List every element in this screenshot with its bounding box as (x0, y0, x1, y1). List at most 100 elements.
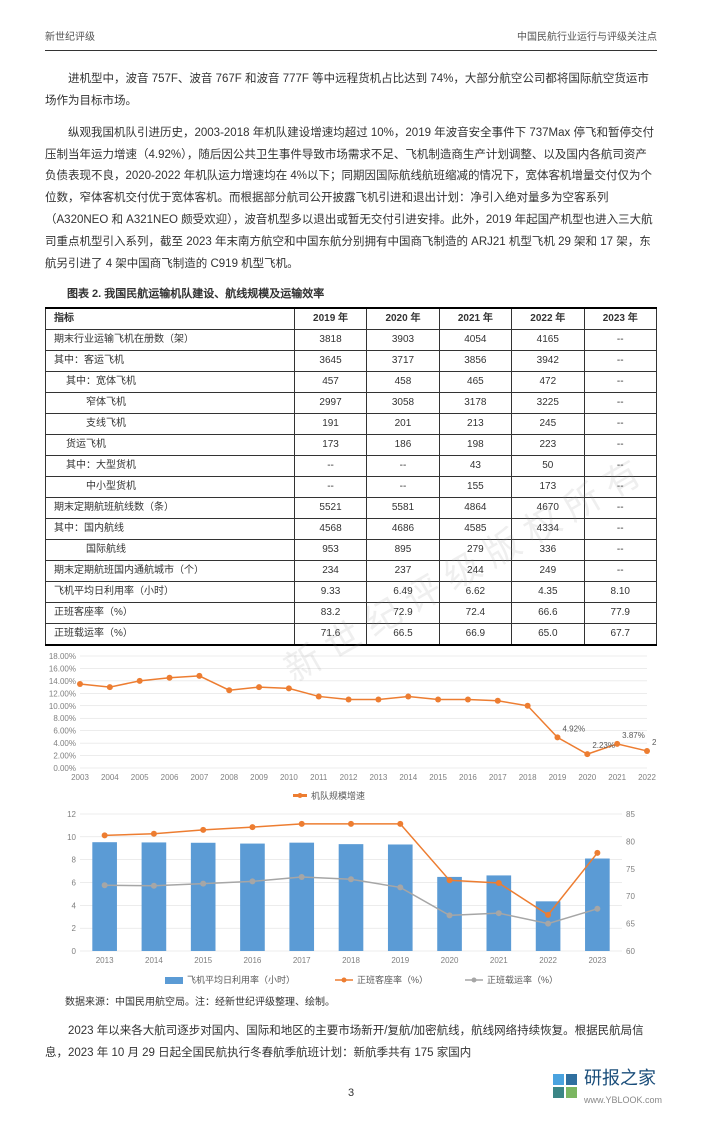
cell: 4585 (439, 519, 511, 540)
svg-text:2020: 2020 (441, 956, 459, 965)
data-source: 数据来源：中国民用航空局。注：经新世纪评级整理、绘制。 (45, 995, 657, 1011)
svg-text:2006: 2006 (161, 773, 179, 782)
cell: 66.5 (367, 624, 439, 646)
cell: 67.7 (584, 624, 656, 646)
svg-text:16.00%: 16.00% (49, 665, 76, 674)
cell: -- (294, 456, 366, 477)
cell: -- (584, 456, 656, 477)
paragraph-1: 进机型中，波音 757F、波音 767F 和波音 777F 等中远程货机占比达到… (45, 69, 657, 113)
cell: 173 (512, 477, 584, 498)
svg-text:2019: 2019 (391, 956, 409, 965)
row-label: 正班客座率（%） (46, 603, 295, 624)
cell: 5521 (294, 498, 366, 519)
cell: 472 (512, 372, 584, 393)
cell: -- (584, 540, 656, 561)
cell: 2997 (294, 393, 366, 414)
cell: 336 (512, 540, 584, 561)
cell: 3058 (367, 393, 439, 414)
col-header: 指标 (46, 308, 295, 330)
cell: 3818 (294, 330, 366, 351)
page-header: 新世纪评级 中国民航行业运行与评级关注点 (45, 30, 657, 51)
cell: 249 (512, 561, 584, 582)
cell: -- (584, 498, 656, 519)
svg-text:2015: 2015 (429, 773, 447, 782)
table-caption: 图表 2. 我国民航运输机队建设、航线规模及运输效率 (45, 286, 657, 304)
svg-text:2017: 2017 (489, 773, 507, 782)
svg-text:2021: 2021 (608, 773, 626, 782)
row-label: 正班载运率（%） (46, 624, 295, 646)
row-label: 其中：宽体飞机 (46, 372, 295, 393)
col-header: 2021 年 (439, 308, 511, 330)
svg-text:10: 10 (67, 833, 76, 842)
svg-text:2012: 2012 (340, 773, 358, 782)
cell: 3225 (512, 393, 584, 414)
svg-text:2015: 2015 (194, 956, 212, 965)
row-label: 飞机平均日利用率（小时） (46, 582, 295, 603)
cell: 155 (439, 477, 511, 498)
header-right: 中国民航行业运行与评级关注点 (517, 30, 657, 46)
svg-text:4: 4 (72, 902, 77, 911)
svg-text:0: 0 (72, 947, 77, 956)
brand-logo-icon (552, 1073, 578, 1099)
svg-text:75: 75 (626, 865, 635, 874)
chart-utilization: 0246810126065707580852013201420152016201… (45, 806, 657, 991)
svg-text:2008: 2008 (220, 773, 238, 782)
svg-text:2022: 2022 (539, 956, 557, 965)
row-label: 期末行业运输飞机在册数（架） (46, 330, 295, 351)
paragraph-3: 2023 年以来各大航司逐步对国内、国际和地区的主要市场新开/复航/加密航线，航… (45, 1021, 657, 1065)
svg-text:2009: 2009 (250, 773, 268, 782)
cell: -- (584, 393, 656, 414)
cell: 4686 (367, 519, 439, 540)
cell: 3645 (294, 351, 366, 372)
brand-name: 研报之家 (584, 1068, 656, 1088)
svg-text:4.92%: 4.92% (562, 725, 585, 734)
svg-text:14.00%: 14.00% (49, 677, 76, 686)
cell: 4054 (439, 330, 511, 351)
cell: 50 (512, 456, 584, 477)
svg-text:2007: 2007 (190, 773, 208, 782)
svg-text:12.00%: 12.00% (49, 690, 76, 699)
cell: -- (294, 477, 366, 498)
row-label: 国际航线 (46, 540, 295, 561)
svg-text:0.00%: 0.00% (53, 764, 76, 773)
cell: 4864 (439, 498, 511, 519)
cell: 465 (439, 372, 511, 393)
cell: 77.9 (584, 603, 656, 624)
svg-text:65: 65 (626, 920, 635, 929)
row-label: 窄体飞机 (46, 393, 295, 414)
svg-text:80: 80 (626, 838, 635, 847)
svg-text:60: 60 (626, 947, 635, 956)
col-header: 2020 年 (367, 308, 439, 330)
svg-text:2.23%: 2.23% (592, 741, 615, 750)
cell: 457 (294, 372, 366, 393)
svg-text:2021: 2021 (490, 956, 508, 965)
svg-text:2016: 2016 (459, 773, 477, 782)
svg-text:飞机平均日利用率（小时）: 飞机平均日利用率（小时） (187, 974, 295, 985)
svg-text:70: 70 (626, 892, 635, 901)
cell: 65.0 (512, 624, 584, 646)
svg-text:2023: 2023 (588, 956, 606, 965)
cell: -- (584, 561, 656, 582)
svg-text:2018: 2018 (342, 956, 360, 965)
svg-text:2.74%: 2.74% (652, 738, 657, 747)
svg-text:2010: 2010 (280, 773, 298, 782)
cell: -- (584, 477, 656, 498)
row-label: 货运飞机 (46, 435, 295, 456)
cell: 237 (367, 561, 439, 582)
svg-text:机队规模增速: 机队规模增速 (311, 790, 365, 801)
cell: 953 (294, 540, 366, 561)
cell: 66.9 (439, 624, 511, 646)
svg-text:6.00%: 6.00% (53, 727, 76, 736)
fleet-data-table: 指标2019 年2020 年2021 年2022 年2023 年 期末行业运输飞… (45, 307, 657, 646)
cell: 4334 (512, 519, 584, 540)
cell: -- (367, 477, 439, 498)
cell: 4670 (512, 498, 584, 519)
cell: 3942 (512, 351, 584, 372)
cell: 234 (294, 561, 366, 582)
cell: 213 (439, 414, 511, 435)
cell: 4568 (294, 519, 366, 540)
svg-text:18.00%: 18.00% (49, 652, 76, 661)
svg-text:2011: 2011 (310, 773, 328, 782)
cell: 71.6 (294, 624, 366, 646)
cell: 244 (439, 561, 511, 582)
